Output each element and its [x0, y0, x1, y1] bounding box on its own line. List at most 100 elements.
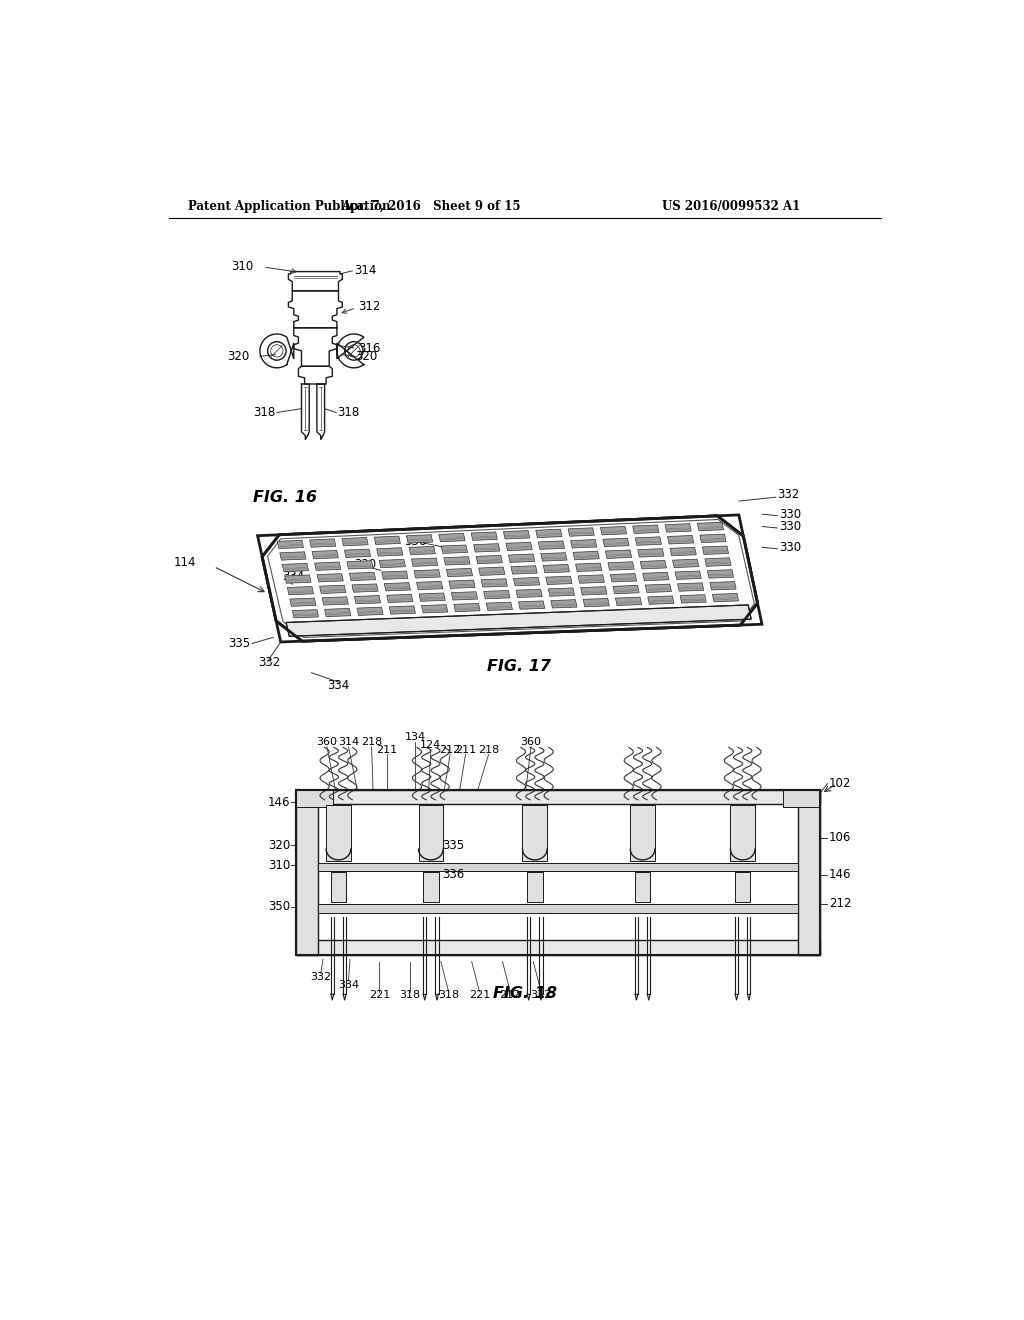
Polygon shape [354, 595, 381, 603]
Polygon shape [511, 566, 538, 574]
Bar [635, 873, 650, 903]
Polygon shape [476, 556, 503, 564]
Polygon shape [610, 574, 637, 582]
Polygon shape [638, 549, 664, 557]
Polygon shape [337, 334, 364, 368]
Polygon shape [449, 579, 475, 589]
Text: 318: 318 [438, 990, 459, 1001]
Polygon shape [474, 536, 495, 539]
Polygon shape [384, 582, 411, 591]
Polygon shape [513, 577, 540, 586]
Polygon shape [641, 553, 662, 554]
Polygon shape [478, 568, 505, 576]
Polygon shape [648, 589, 669, 590]
Polygon shape [608, 554, 629, 556]
Text: 336: 336 [403, 536, 426, 548]
Polygon shape [600, 527, 627, 535]
Polygon shape [516, 582, 538, 583]
Text: 314: 314 [354, 264, 376, 277]
Polygon shape [699, 535, 726, 543]
Polygon shape [298, 367, 333, 384]
Text: 334: 334 [338, 979, 359, 990]
Polygon shape [603, 531, 625, 533]
Text: 336: 336 [442, 869, 465, 880]
Polygon shape [409, 546, 435, 554]
Text: 320: 320 [227, 350, 250, 363]
Text: 310: 310 [231, 260, 254, 273]
Polygon shape [539, 533, 559, 536]
Polygon shape [387, 594, 413, 602]
Polygon shape [570, 540, 597, 548]
Polygon shape [519, 594, 540, 595]
Polygon shape [713, 586, 733, 587]
Polygon shape [379, 560, 406, 568]
Polygon shape [615, 590, 637, 591]
Polygon shape [289, 272, 342, 290]
Polygon shape [544, 557, 564, 558]
Bar [419, 805, 443, 862]
Polygon shape [344, 549, 371, 557]
Polygon shape [415, 562, 435, 564]
Polygon shape [420, 586, 440, 587]
Polygon shape [635, 537, 662, 545]
Polygon shape [323, 597, 348, 605]
Text: 318: 318 [399, 990, 421, 1001]
Polygon shape [446, 569, 472, 577]
Polygon shape [613, 585, 639, 594]
Bar [296, 789, 317, 956]
Text: 330: 330 [779, 541, 801, 554]
Polygon shape [715, 598, 736, 599]
Text: FIG. 18: FIG. 18 [493, 986, 557, 1002]
Polygon shape [352, 583, 378, 593]
Polygon shape [452, 585, 473, 586]
Polygon shape [650, 601, 672, 602]
Bar [735, 873, 751, 903]
Text: 330: 330 [779, 520, 801, 533]
Polygon shape [285, 568, 306, 569]
Polygon shape [283, 556, 303, 558]
Polygon shape [511, 558, 532, 560]
Polygon shape [539, 541, 564, 549]
Polygon shape [450, 573, 470, 574]
Polygon shape [514, 570, 535, 572]
Polygon shape [711, 574, 731, 576]
Polygon shape [504, 531, 529, 539]
Polygon shape [673, 560, 698, 568]
Text: 318: 318 [337, 407, 359, 418]
Text: 334: 334 [327, 680, 349, 693]
Polygon shape [286, 605, 752, 636]
Polygon shape [288, 586, 313, 595]
Polygon shape [581, 586, 607, 595]
Bar [798, 789, 819, 956]
Polygon shape [290, 598, 316, 606]
Polygon shape [422, 605, 447, 612]
Text: 114: 114 [173, 556, 196, 569]
Polygon shape [389, 606, 416, 614]
Polygon shape [294, 327, 337, 367]
Polygon shape [309, 539, 336, 548]
Text: 332: 332 [777, 488, 800, 502]
Polygon shape [541, 553, 567, 561]
Text: 332: 332 [530, 990, 552, 1001]
Polygon shape [541, 545, 562, 546]
Polygon shape [441, 537, 463, 540]
Polygon shape [283, 564, 308, 572]
Polygon shape [260, 334, 294, 368]
Polygon shape [315, 554, 336, 557]
Polygon shape [325, 601, 346, 603]
Polygon shape [452, 591, 477, 601]
Polygon shape [476, 548, 498, 550]
Polygon shape [392, 610, 413, 612]
Polygon shape [516, 589, 542, 598]
Polygon shape [671, 540, 691, 541]
Polygon shape [484, 583, 505, 585]
Text: 310: 310 [267, 859, 290, 871]
Polygon shape [678, 576, 698, 577]
Polygon shape [705, 558, 731, 566]
Text: 335: 335 [227, 638, 250, 649]
Text: 106: 106 [829, 832, 851, 843]
Polygon shape [536, 529, 562, 537]
Text: 146: 146 [267, 796, 290, 809]
Polygon shape [568, 528, 594, 536]
Text: 320: 320 [355, 350, 378, 363]
